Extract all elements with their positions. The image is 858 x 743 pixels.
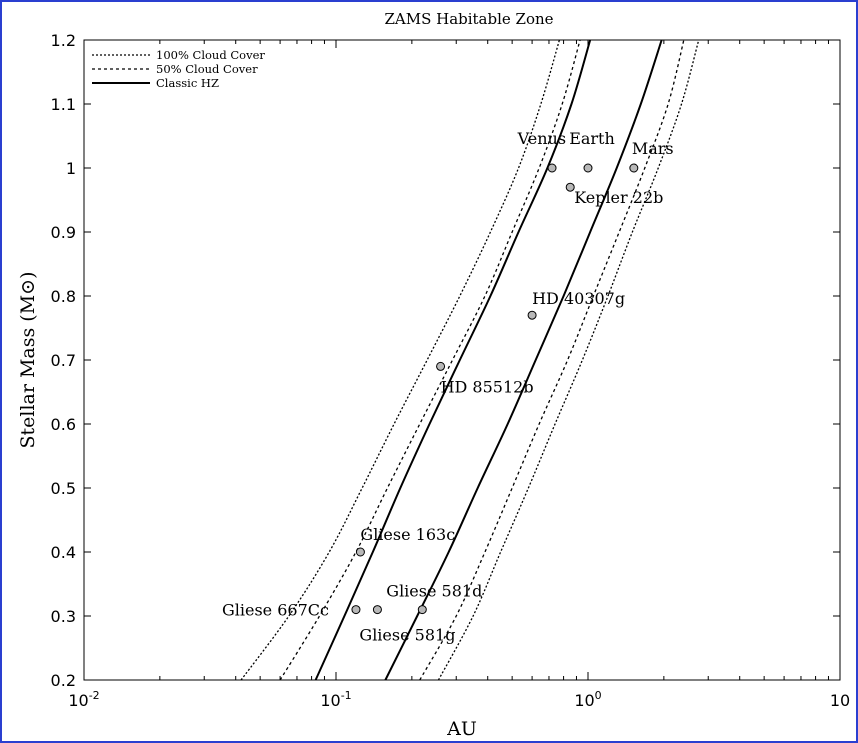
planet-label-gliese-581d: Gliese 581d xyxy=(386,582,482,601)
x-axis-title: AU xyxy=(446,718,477,740)
hz-curve-solid-5 xyxy=(384,39,663,681)
y-tick-label: 0.3 xyxy=(51,607,76,626)
hz-curve-solid-4 xyxy=(314,39,592,681)
axis-ticks: 0.2 0.3 0.4 0.5 0.6 0.7 0.8 0.9 1 1.1 1.2 10-2 10-1 1… xyxy=(51,31,851,710)
y-tick-label: 0.5 xyxy=(51,479,76,498)
hz-curve-dotted-1 xyxy=(437,39,700,681)
y-tick-label: 1.1 xyxy=(51,95,76,114)
planet-label-mars: Mars xyxy=(632,139,674,158)
plot-area xyxy=(83,39,841,681)
planet-point-hd-85512b xyxy=(436,361,446,371)
y-axis-title: Stellar Mass (M⊙) xyxy=(17,271,39,448)
y-tick-label: 0.9 xyxy=(51,223,76,242)
legend-label: 100% Cloud Cover xyxy=(156,48,265,62)
hz-curve-dashed-2 xyxy=(279,39,581,681)
x-tick-label: 10-2 xyxy=(68,689,99,710)
y-tick-label: 0.6 xyxy=(51,415,76,434)
x-tick-label: 100 xyxy=(574,689,601,710)
hz-curve-dotted-0 xyxy=(240,39,561,681)
y-tick-label: 1 xyxy=(66,159,76,178)
planet-point-gliese-581g xyxy=(372,605,382,615)
planet-point-mars xyxy=(629,163,639,173)
planet-points: Venus Earth Mars Kepler 22b HD 40307g HD 8551… xyxy=(222,129,674,645)
planet-point-venus xyxy=(547,163,557,173)
y-tick-label: 0.2 xyxy=(51,671,76,690)
planet-label-gliese-163c: Gliese 163c xyxy=(360,525,455,544)
x-tick-label: 10 xyxy=(830,691,850,710)
planet-label-venus: Venus xyxy=(517,129,566,148)
y-tick-label: 0.7 xyxy=(51,351,76,370)
planet-label-earth: Earth xyxy=(569,129,615,148)
planet-label-hd-85512b: HD 85512b xyxy=(441,377,534,396)
planet-point-gliese-163c xyxy=(355,547,365,557)
planet-point-kepler-22b xyxy=(565,182,575,192)
planet-point-gliese-581d xyxy=(417,605,427,615)
planet-label-gliese-581g: Gliese 581g xyxy=(359,626,455,645)
legend-label: 50% Cloud Cover xyxy=(156,62,258,76)
y-tick-label: 0.4 xyxy=(51,543,76,562)
planet-label-hd-40307g: HD 40307g xyxy=(532,289,625,308)
y-tick-label: 1.2 xyxy=(51,31,76,50)
legend-label: Classic HZ xyxy=(156,76,219,90)
planet-point-hd-40307g xyxy=(527,310,537,320)
chart-title: ZAMS Habitable Zone xyxy=(384,10,553,28)
hz-curves xyxy=(240,39,700,681)
planet-label-gliese-667cc: Gliese 667Cc xyxy=(222,601,329,620)
planet-label-kepler-22b: Kepler 22b xyxy=(574,188,663,207)
planet-point-gliese-667cc xyxy=(351,605,361,615)
y-tick-label: 0.8 xyxy=(51,287,76,306)
planet-point-earth xyxy=(583,163,593,173)
x-tick-label: 10-1 xyxy=(320,689,351,710)
